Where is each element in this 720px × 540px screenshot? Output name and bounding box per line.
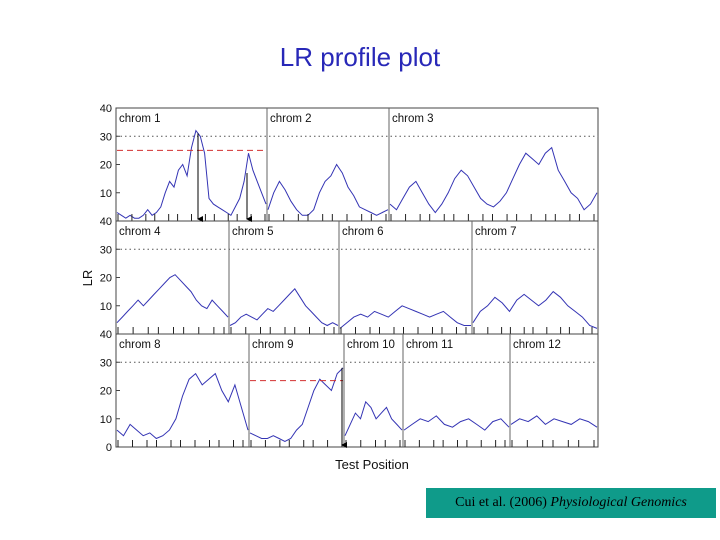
- y-tick-label: 20: [100, 386, 112, 398]
- chromosome-chrom-3: chrom 3: [388, 108, 598, 221]
- lr-profile-line: [249, 367, 344, 442]
- chromosome-chrom-4: chrom 4: [116, 226, 229, 334]
- chromosome-chrom-8: chrom 8: [116, 339, 249, 447]
- lr-profile-line: [116, 274, 229, 324]
- citation-authors: Cui et al. (2006): [455, 495, 547, 510]
- y-tick-label: 30: [100, 131, 112, 143]
- y-tick-label: 40: [100, 103, 112, 115]
- x-axis-label: Test Position: [335, 457, 409, 472]
- chromosome-label: chrom 11: [406, 339, 453, 351]
- chromosome-label: chrom 7: [475, 226, 517, 238]
- chromosome-label: chrom 10: [347, 339, 395, 351]
- chromosome-label: chrom 6: [342, 226, 384, 238]
- y-tick-label: 40: [100, 329, 112, 341]
- chromosome-chrom-1: chrom 1: [116, 113, 267, 221]
- lr-profile-line: [344, 400, 403, 436]
- row-1: 40 30 20 10 chrom 1 chrom 2 chrom 3: [100, 103, 598, 221]
- y-tick-label: 10: [100, 188, 112, 200]
- chart-title: LR profile plot: [279, 42, 441, 72]
- y-tick-label: 30: [100, 357, 112, 369]
- lr-profile-line: [472, 290, 598, 329]
- chromosome-label: chrom 4: [119, 226, 161, 238]
- chromosome-label: chrom 3: [392, 113, 434, 125]
- y-tick-label: 20: [100, 160, 112, 172]
- y-tick-label: 0: [106, 442, 112, 454]
- y-tick-label: 10: [100, 414, 112, 426]
- chromosome-chrom-2: chrom 2: [266, 108, 389, 221]
- chromosome-label: chrom 12: [513, 339, 561, 351]
- chromosome-label: chrom 1: [119, 113, 161, 125]
- chromosome-chrom-10: chrom 10: [343, 334, 403, 447]
- lr-profile-line: [339, 305, 471, 329]
- citation-box: Cui et al. (2006) Physiological Genomics: [426, 488, 716, 518]
- row-3: 40 30 20 10 0 chrom 8 chrom 9 chrom 10 chrom 11 c…: [100, 329, 598, 454]
- plot-frame: [115, 107, 599, 448]
- y-tick-label: 40: [100, 216, 112, 228]
- lr-profile-line: [267, 163, 389, 216]
- lr-profile-line: [116, 129, 267, 219]
- chromosome-chrom-12: chrom 12: [509, 334, 598, 447]
- chromosome-chrom-6: chrom 6: [338, 221, 471, 334]
- chromosome-chrom-5: chrom 5: [228, 221, 339, 334]
- row-2: 40 30 20 10 chrom 4 chrom 5 chrom 6 chrom 7: [100, 216, 598, 334]
- lr-profile-line: [403, 415, 510, 431]
- citation-journal: Physiological Genomics: [550, 495, 687, 510]
- chromosome-label: chrom 9: [252, 339, 294, 351]
- chromosome-chrom-11: chrom 11: [402, 334, 510, 447]
- lr-profile-line: [389, 146, 598, 214]
- y-axis-label: LR: [80, 270, 95, 287]
- chromosome-label: chrom 8: [119, 339, 161, 351]
- chromosome-label: chrom 2: [270, 113, 312, 125]
- chromosome-chrom-9: chrom 9: [248, 334, 344, 447]
- y-tick-label: 20: [100, 273, 112, 285]
- lr-profile-line: [229, 287, 339, 327]
- y-tick-label: 30: [100, 244, 112, 256]
- chromosome-chrom-7: chrom 7: [471, 221, 598, 334]
- chromosome-label: chrom 5: [232, 226, 274, 238]
- y-tick-label: 10: [100, 301, 112, 313]
- lr-profile-line: [510, 415, 598, 428]
- lr-profile-line: [116, 372, 249, 440]
